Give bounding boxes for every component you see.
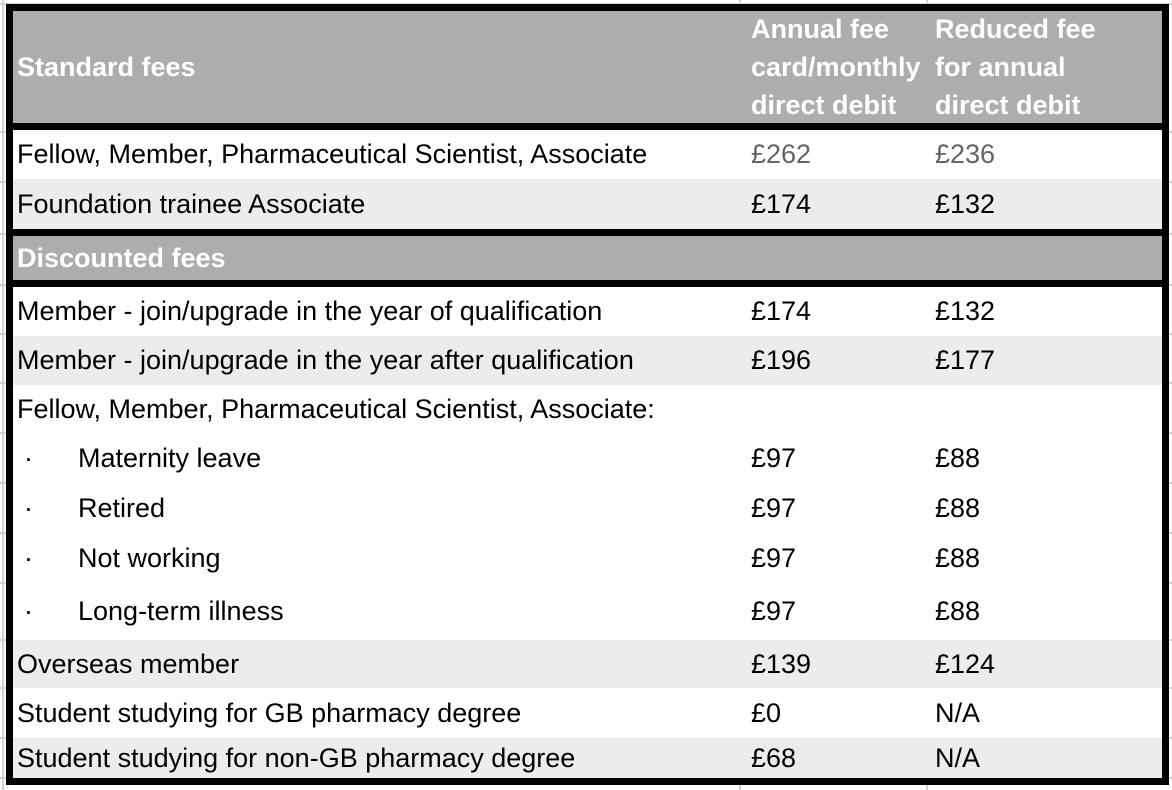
header-line: Reduced fee	[935, 14, 1096, 44]
fees-table: Standard fees Annual fee card/monthly di…	[6, 4, 1169, 785]
row-label-cell[interactable]: Fellow, Member, Pharmaceutical Scientist…	[17, 393, 655, 424]
row-label-cell[interactable]: · Long-term illness	[13, 583, 740, 640]
table-row: Student studying for non-GB pharmacy deg…	[13, 738, 1162, 778]
fee-reduced-cell[interactable]: N/A	[935, 697, 981, 728]
fee-annual-cell[interactable]: £97	[751, 596, 797, 626]
fee-annual-cell[interactable]: £174	[751, 296, 812, 326]
row-label: Retired	[78, 492, 166, 523]
table-row: Overseas member £139 £124	[13, 640, 1162, 688]
row-label-cell[interactable]: · Maternity leave	[13, 433, 740, 483]
row-label-cell[interactable]: Student studying for non-GB pharmacy deg…	[17, 742, 576, 773]
fee-annual-cell[interactable]: £139	[751, 648, 812, 679]
table-header-row: Standard fees Annual fee card/monthly di…	[13, 11, 1162, 130]
row-label: Long-term illness	[78, 596, 284, 626]
column-header-standard-fees[interactable]: Standard fees	[17, 51, 196, 82]
fee-annual-cell[interactable]: £97	[751, 442, 797, 473]
fee-reduced-cell[interactable]: £132	[935, 296, 996, 326]
table-row: Fellow, Member, Pharmaceutical Scientist…	[13, 385, 1162, 433]
fee-annual-cell[interactable]: £262	[751, 139, 812, 169]
header-line: card/monthly	[751, 52, 921, 82]
table-row: Fellow, Member, Pharmaceutical Scientist…	[13, 130, 1162, 179]
bullet-icon: ·	[24, 596, 33, 626]
header-line: direct debit	[935, 90, 1081, 120]
bullet-icon: ·	[24, 442, 33, 473]
fee-annual-cell[interactable]: £68	[751, 742, 797, 773]
fee-annual-cell[interactable]: £97	[751, 492, 797, 523]
fee-reduced-cell[interactable]: £88	[935, 442, 981, 473]
fee-reduced-cell[interactable]	[927, 385, 1162, 433]
fee-reduced-cell[interactable]: £236	[935, 139, 996, 169]
fee-reduced-cell[interactable]: £177	[935, 345, 996, 375]
row-label-cell[interactable]: · Retired	[13, 483, 740, 533]
row-label-cell[interactable]: Foundation trainee Associate	[17, 188, 366, 219]
section-header-label[interactable]: Discounted fees	[17, 242, 226, 273]
row-label-cell[interactable]: Member - join/upgrade in the year after …	[17, 345, 634, 375]
fee-reduced-cell[interactable]: £124	[935, 648, 996, 679]
table-row: · Maternity leave £97 £88	[13, 433, 1162, 483]
row-label-cell[interactable]: Overseas member	[17, 648, 240, 679]
table-row: Member - join/upgrade in the year after …	[13, 336, 1162, 385]
gridline	[2, 0, 4, 790]
fee-reduced-cell[interactable]: £88	[935, 596, 981, 626]
table-row: Student studying for GB pharmacy degree £…	[13, 688, 1162, 738]
header-line: Annual fee	[751, 14, 890, 44]
table-row: Foundation trainee Associate £174 £132	[13, 179, 1162, 229]
bullet-icon: ·	[24, 542, 33, 573]
table-row: Member - join/upgrade in the year of qua…	[13, 287, 1162, 336]
section-header-row: Discounted fees	[13, 229, 1162, 287]
row-label-cell[interactable]: Fellow, Member, Pharmaceutical Scientist…	[17, 139, 648, 169]
column-header-annual-fee[interactable]: Annual fee card/monthly direct debit	[740, 11, 927, 123]
fee-reduced-cell[interactable]: £88	[935, 492, 981, 523]
table-row: · Not working £97 £88	[13, 533, 1162, 583]
table-body: Fellow, Member, Pharmaceutical Scientist…	[13, 130, 1162, 778]
row-label: Maternity leave	[78, 442, 262, 473]
fee-annual-cell[interactable]	[740, 385, 927, 433]
row-label-cell[interactable]: · Not working	[13, 533, 740, 583]
fee-annual-cell[interactable]: £174	[751, 188, 812, 219]
fee-reduced-cell[interactable]: £132	[935, 188, 996, 219]
fee-annual-cell[interactable]: £0	[751, 697, 782, 728]
fee-annual-cell[interactable]: £97	[751, 542, 797, 573]
table-row: · Retired £97 £88	[13, 483, 1162, 533]
row-label: Not working	[78, 542, 221, 573]
column-header-reduced-fee[interactable]: Reduced fee for annual direct debit	[927, 11, 1162, 123]
row-label-cell[interactable]: Student studying for GB pharmacy degree	[17, 697, 522, 728]
header-line: for annual	[935, 52, 1066, 82]
fee-reduced-cell[interactable]: N/A	[935, 742, 981, 773]
fee-annual-cell[interactable]: £196	[751, 345, 812, 375]
row-label-cell[interactable]: Member - join/upgrade in the year of qua…	[17, 296, 603, 326]
table-row: · Long-term illness £97 £88	[13, 583, 1162, 640]
header-line: direct debit	[751, 90, 897, 120]
bullet-icon: ·	[24, 492, 33, 523]
fee-reduced-cell[interactable]: £88	[935, 542, 981, 573]
